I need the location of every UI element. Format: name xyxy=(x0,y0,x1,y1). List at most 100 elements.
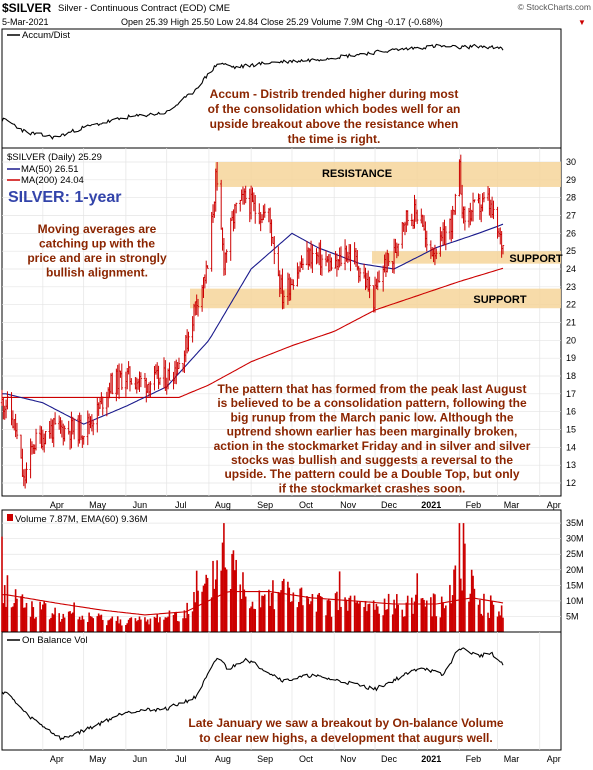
obv-x-tick-label: Jul xyxy=(175,754,187,764)
volume-bar xyxy=(184,618,187,632)
volume-bar xyxy=(5,606,7,632)
volume-bar xyxy=(359,601,361,632)
volume-bar xyxy=(186,602,188,632)
volume-bar xyxy=(318,592,321,632)
volume-bar xyxy=(33,618,36,632)
ma-ann-line: bullish alignment. xyxy=(46,266,148,280)
accum-ann-line: upside breakout above the resistance whe… xyxy=(210,117,459,131)
price-y-tick-label: 16 xyxy=(566,407,576,417)
obv-x-tick-label: May xyxy=(89,754,107,764)
volume-bar xyxy=(440,596,443,632)
volume-bar xyxy=(415,594,417,632)
volume-bar xyxy=(137,620,139,632)
volume-bar xyxy=(269,605,271,632)
volume-bar xyxy=(461,590,463,632)
volume-bar xyxy=(401,609,404,632)
band-resistance xyxy=(215,162,561,187)
volume-bar xyxy=(442,602,444,632)
volume-bar xyxy=(182,618,184,632)
volume-bar xyxy=(470,569,473,632)
volume-bar xyxy=(107,620,109,632)
volume-bar xyxy=(159,617,161,632)
price-y-tick-label: 26 xyxy=(566,228,576,238)
volume-bar xyxy=(458,523,461,632)
pattern-ann-line: big runup from the March panic low. Alth… xyxy=(230,410,513,424)
price-y-tick-label: 17 xyxy=(566,389,576,399)
obv-x-tick-label: Aug xyxy=(215,754,231,764)
pattern-ann-line: action in the stockmarket Friday and in … xyxy=(214,439,531,453)
volume-bar xyxy=(193,591,195,632)
volume-bar xyxy=(445,605,447,632)
price-legend: $SILVER (Daily) 25.29 xyxy=(7,152,102,163)
volume-bar xyxy=(416,573,419,632)
volume-bar xyxy=(191,611,194,632)
volume-bar xyxy=(12,606,14,632)
volume-bar xyxy=(118,623,120,632)
volume-bar xyxy=(10,607,13,632)
volume-bar xyxy=(40,609,43,632)
volume-bar xyxy=(144,617,146,632)
volume-bar xyxy=(424,606,427,632)
volume-bar xyxy=(481,615,484,632)
volume-bar xyxy=(204,583,206,632)
price-y-tick-label: 24 xyxy=(566,264,576,274)
volume-bar xyxy=(487,612,489,632)
obv-x-tick-label: Jun xyxy=(133,754,148,764)
volume-bar xyxy=(99,615,101,632)
volume-panel: 5M 10M 15M 20M 25M 30M 35M Volume 7.87M, EMA(6… xyxy=(1,509,584,633)
volume-bar xyxy=(372,600,375,632)
volume-bar xyxy=(300,587,303,632)
volume-bar xyxy=(44,603,47,632)
price-x-tick-label: Oct xyxy=(299,500,314,510)
volume-bar xyxy=(149,618,152,632)
obv-line xyxy=(1,647,504,741)
volume-bar xyxy=(273,609,276,632)
obv-x-tick-label: Oct xyxy=(299,754,314,764)
price-y-tick-label: 28 xyxy=(566,193,576,203)
volume-bar xyxy=(172,614,175,632)
volume-bar xyxy=(240,598,243,632)
volume-y-tick-label: 35M xyxy=(566,518,584,528)
volume-bar xyxy=(216,560,218,632)
volume-bar xyxy=(317,594,319,632)
volume-bar xyxy=(413,601,416,632)
volume-bar xyxy=(32,607,35,632)
volume-bar xyxy=(450,603,453,632)
volume-bar xyxy=(2,603,5,632)
price-y-tick-label: 14 xyxy=(566,442,576,452)
volume-bar xyxy=(163,619,165,632)
price-x-tick-label: Apr xyxy=(50,500,64,510)
volume-bar xyxy=(80,619,82,632)
volume-bar xyxy=(402,616,405,632)
volume-bar xyxy=(499,615,502,632)
accum-ann-line: the time is right. xyxy=(288,132,381,146)
volume-bar xyxy=(82,619,85,632)
volume-bar xyxy=(100,614,103,632)
ma-ann-line: catching up with the xyxy=(39,237,155,251)
obv-ann-line: Late January we saw a breakout by On-bal… xyxy=(188,716,504,730)
volume-bar xyxy=(439,617,442,632)
price-y-axis: 12 13 14 15 16 17 18 19 20 21 22 23 24 25 26 27 28 29 30 xyxy=(566,157,576,488)
obv-x-tick-label: Nov xyxy=(340,754,357,764)
volume-bar xyxy=(280,590,282,632)
obv-gridlines xyxy=(42,632,541,750)
volume-bar xyxy=(431,616,434,632)
volume-bar xyxy=(135,621,138,632)
volume-bar xyxy=(363,606,365,632)
volume-bar xyxy=(349,595,352,632)
volume-bar xyxy=(239,584,242,632)
pattern-ann-line: stocks was bullish and suggests a revers… xyxy=(231,453,513,467)
volume-bar xyxy=(270,592,273,632)
brand: © StockCharts.com xyxy=(518,2,591,12)
volume-bar xyxy=(89,616,92,632)
volume-bar xyxy=(299,588,301,632)
symbol: $SILVER xyxy=(2,1,51,15)
obv-x-tick-label: Apr xyxy=(547,754,561,764)
volume-bar xyxy=(221,542,224,632)
volume-bar xyxy=(383,598,386,632)
volume-bar xyxy=(430,597,432,632)
volume-bar xyxy=(165,617,168,632)
description: Silver - Continuous Contract (EOD) CME xyxy=(58,3,230,14)
volume-bar xyxy=(213,588,216,632)
volume-bar xyxy=(262,595,265,632)
